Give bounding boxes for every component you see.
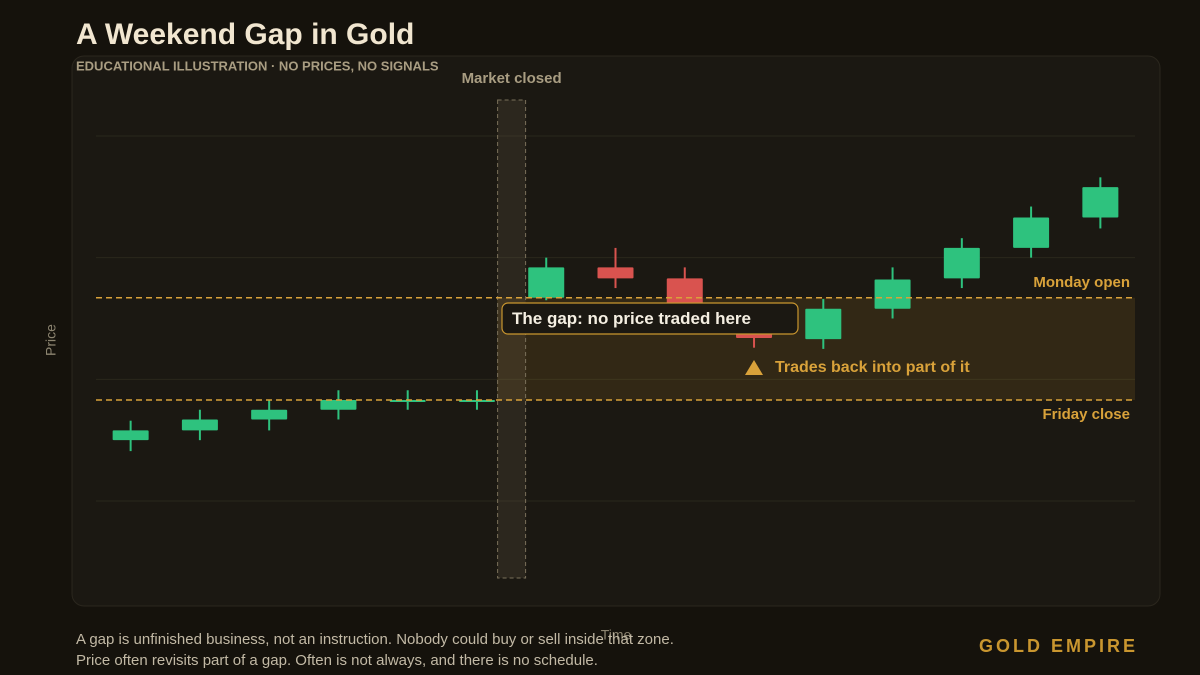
note: A gap is unfinished business, not an ins… [76, 631, 674, 648]
reference-label: Monday open [1033, 274, 1130, 291]
annotation: Trades back into part of it [775, 359, 970, 376]
candle-body [1013, 217, 1050, 248]
brand: GOLD EMPIRE [979, 636, 1138, 656]
y-axis-label: Price [43, 324, 59, 356]
candle-body [181, 419, 218, 431]
warning-icon [745, 360, 763, 375]
candle-body [528, 267, 565, 298]
gap-label-box [501, 302, 799, 335]
chart-title: A Weekend Gap in Gold [76, 18, 414, 51]
candle-body [251, 409, 288, 420]
candle-body [320, 400, 357, 410]
note: Price often revisits part of a gap. Ofte… [76, 652, 598, 669]
x-axis-label: Time [601, 627, 632, 643]
candle-body [943, 247, 980, 279]
candle-body [805, 308, 842, 340]
annotation: Market closed [462, 70, 562, 87]
candle-body [666, 278, 703, 306]
annotation: The gap: no price traded here [512, 309, 751, 328]
candle-body [597, 267, 634, 279]
chart-subtitle: EDUCATIONAL ILLUSTRATION · NO PRICES, NO… [76, 58, 439, 73]
candle-body [874, 279, 911, 309]
market-closed-zone [497, 99, 527, 579]
reference-label: Friday close [1042, 406, 1130, 423]
candle-body [112, 430, 149, 441]
candle-body [1082, 187, 1119, 218]
